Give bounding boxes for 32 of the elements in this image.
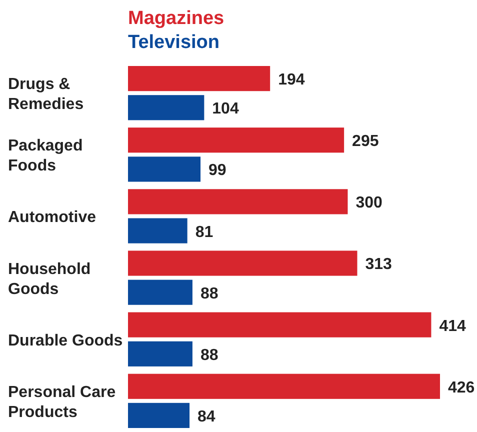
data-label: 300 <box>356 194 383 212</box>
bar <box>128 280 192 305</box>
data-label: 414 <box>439 318 466 335</box>
bar <box>128 95 204 120</box>
series-label: Magazines <box>128 8 224 29</box>
y-tick-label: Automotive <box>8 209 96 226</box>
y-tick-label: Durable Goods <box>8 332 123 350</box>
data-label: 194 <box>278 72 305 89</box>
y-tick-label: Drugs & Remedies <box>8 76 84 114</box>
data-label: 295 <box>352 133 379 150</box>
data-label: 88 <box>200 346 218 364</box>
bar <box>128 218 188 244</box>
text: Television <box>128 32 220 53</box>
y-tick-label: Household Goods <box>8 260 91 298</box>
bar <box>128 250 358 276</box>
bar <box>128 402 190 428</box>
data-label: 99 <box>208 162 226 180</box>
data-label: 426 <box>448 379 475 396</box>
bar <box>128 312 432 338</box>
bar <box>128 189 348 214</box>
y-tick-label: Packaged Foods <box>8 138 83 175</box>
bar <box>128 66 270 92</box>
bar <box>128 128 344 153</box>
bar <box>128 341 192 366</box>
bar <box>128 374 440 399</box>
data-label: 84 <box>198 408 216 426</box>
y-tick-label: Personal Care Products <box>8 384 116 421</box>
data-label: 88 <box>200 285 218 302</box>
data-label: 313 <box>365 256 392 274</box>
data-label: 81 <box>195 224 214 241</box>
bar <box>128 156 201 182</box>
data-label: 104 <box>212 100 239 118</box>
